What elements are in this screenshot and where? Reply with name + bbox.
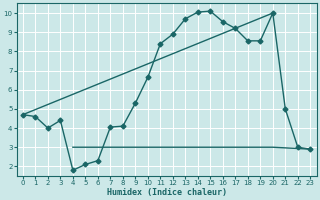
X-axis label: Humidex (Indice chaleur): Humidex (Indice chaleur) — [107, 188, 227, 197]
